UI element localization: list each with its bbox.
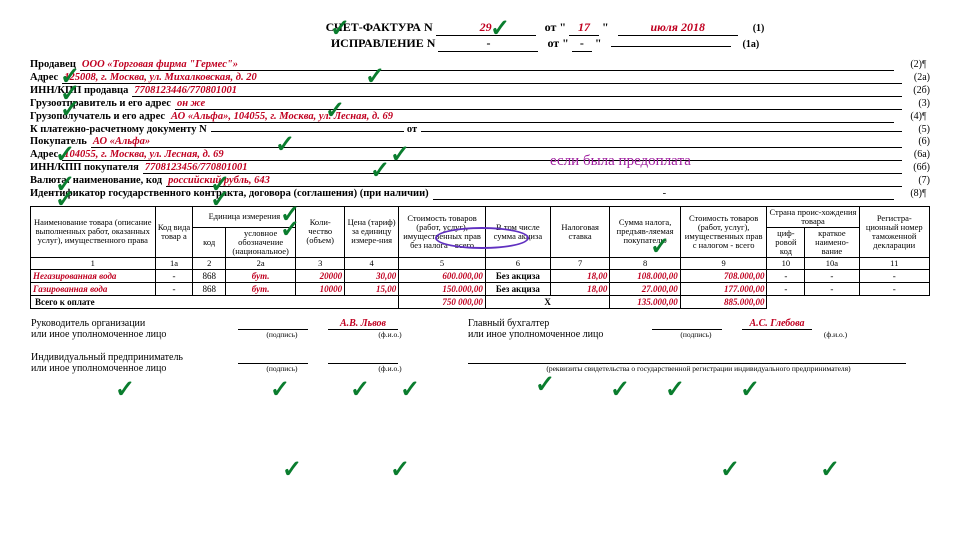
buyer-inn-row: ИНН/КПП покупателя7708123456/770801001(6… bbox=[30, 162, 930, 174]
check-icon: ✓ bbox=[350, 375, 370, 404]
th-price: Цена (тариф) за единицу измере-ния bbox=[345, 207, 399, 258]
check-icon: ✓ bbox=[282, 455, 302, 484]
line-no-1: (1) bbox=[753, 23, 765, 34]
mgr-sign bbox=[238, 318, 308, 330]
check-icon: ✓ bbox=[400, 375, 420, 404]
th-origin: Страна проис-хождения товара bbox=[767, 207, 859, 228]
check-icon: ✓ bbox=[740, 375, 760, 404]
th-excise: В том числе сумма акциза bbox=[485, 207, 550, 258]
from2: от " bbox=[547, 36, 568, 50]
mgr-name: А.В. Львов bbox=[328, 318, 398, 330]
ip-signatures: Индивидуальный предпринимательили иное у… bbox=[30, 351, 930, 375]
consignee-row: Грузополучатель и его адресАО «Альфа», 1… bbox=[30, 111, 930, 123]
th-ucode: код bbox=[193, 227, 225, 257]
th-qty: Коли-чество (объем) bbox=[296, 207, 345, 258]
seller-addr-row: Адрес125008, г. Москва, ул. Михалковская… bbox=[30, 72, 930, 84]
invoice-day: 17 bbox=[569, 20, 599, 36]
corr-month bbox=[611, 46, 731, 47]
invoice-header: СЧЕТ-ФАКТУРА N 29 от " 17 " июля 2018 (1… bbox=[160, 20, 930, 36]
check-icon: ✓ bbox=[720, 455, 740, 484]
invoice-no: 29 bbox=[436, 20, 536, 36]
paydoc-row: К платежно-расчетному документу N от(5) bbox=[30, 124, 930, 135]
quote: " bbox=[602, 20, 609, 34]
corr-no: - bbox=[438, 36, 538, 52]
totals-label: Всего к оплате bbox=[31, 295, 399, 308]
from-label: от " bbox=[545, 20, 566, 34]
check-icon: ✓ bbox=[820, 455, 840, 484]
th-decl: Регистра-ционный номер таможенной деклар… bbox=[859, 207, 930, 258]
corr-label: ИСПРАВЛЕНИЕ N bbox=[331, 36, 436, 50]
seller-row: ПродавецООО «Торговая фирма "Гермес"»(2)… bbox=[30, 59, 930, 71]
th-unit: Единица измерения bbox=[193, 207, 296, 228]
buyer-addr-row: Адрес104055, г. Москва, ул. Лесная, д. 6… bbox=[30, 149, 930, 161]
acc-sign bbox=[652, 318, 722, 330]
th-sum-no-tax: Стоимость товаров (работ, услуг), имущес… bbox=[399, 207, 486, 258]
prepayment-annotation: если была предоплата bbox=[550, 153, 691, 170]
correction-header: ИСПРАВЛЕНИЕ N - от " - " (1а) bbox=[160, 36, 930, 52]
buyer-row: ПокупательАО «Альфа»(6) bbox=[30, 136, 930, 148]
th-ocode: циф-ровой код bbox=[767, 227, 805, 257]
seller-inn-row: ИНН/КПП продавца7708123446/770801001(2б) bbox=[30, 85, 930, 97]
totals-row: Всего к оплате 750 000,00 X 135.000,00 8… bbox=[31, 295, 930, 308]
items-table: Наименование товара (описание выполненны… bbox=[30, 206, 930, 309]
acc-name: А.С. Глебова bbox=[742, 318, 812, 330]
signatures: Руководитель организацииили иное уполном… bbox=[30, 317, 930, 341]
invoice-label: СЧЕТ-ФАКТУРА N bbox=[326, 20, 433, 34]
th-rate: Налоговая ставка bbox=[550, 207, 610, 258]
contract-row: Идентификатор государственного контракта… bbox=[30, 188, 930, 200]
th-code: Код вида товар а bbox=[155, 207, 193, 258]
check-icon: ✓ bbox=[665, 375, 685, 404]
th-uname: условное обозначение (национальное) bbox=[225, 227, 295, 257]
table-row: Негазированная вода-868бут.2000030,00600… bbox=[31, 269, 930, 282]
check-icon: ✓ bbox=[115, 375, 135, 404]
table-row: Газированная вода-868бут.1000015,00150.0… bbox=[31, 282, 930, 295]
shipper-row: Грузоотправитель и его адресон же(3) bbox=[30, 98, 930, 110]
check-icon: ✓ bbox=[390, 455, 410, 484]
th-oname: краткое наимено-вание bbox=[805, 227, 859, 257]
corr-day: - bbox=[572, 36, 592, 52]
th-sum-tax: Стоимость товаров (работ, услуг), имущес… bbox=[680, 207, 767, 258]
num-row: 11а22а34567891010а11 bbox=[31, 257, 930, 269]
line-no-1a: (1а) bbox=[743, 39, 760, 50]
currency-row: Валюта: наименование, кодроссийский рубл… bbox=[30, 175, 930, 187]
th-name: Наименование товара (описание выполненны… bbox=[31, 207, 156, 258]
invoice-month: июля 2018 bbox=[618, 20, 738, 36]
check-icon: ✓ bbox=[270, 375, 290, 404]
th-tax: Сумма налога, предъяв-ляемая покупателю bbox=[610, 207, 680, 258]
check-icon: ✓ bbox=[610, 375, 630, 404]
